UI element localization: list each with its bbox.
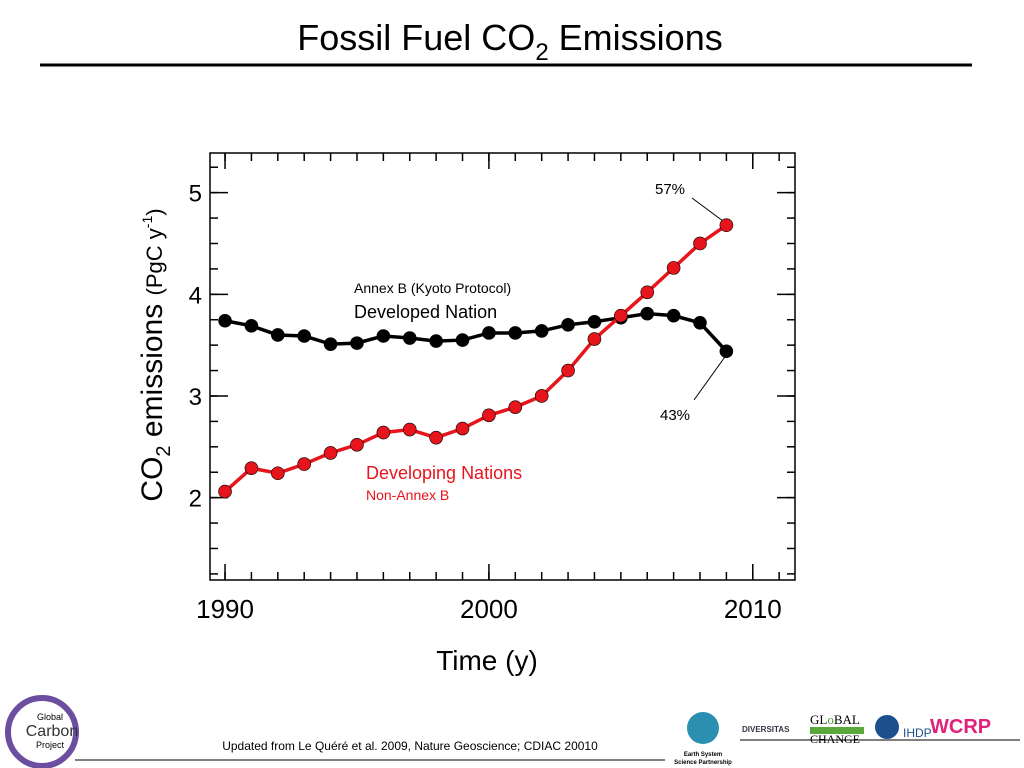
data-point bbox=[218, 484, 232, 499]
logo-text: Project bbox=[36, 740, 65, 750]
data-point bbox=[376, 425, 391, 440]
series-label: Developed Nation bbox=[354, 302, 497, 322]
ylabel-text: CO bbox=[136, 457, 169, 502]
data-point bbox=[587, 332, 602, 346]
data-point bbox=[534, 389, 549, 403]
data-point bbox=[271, 328, 285, 342]
x-tick-label: 2000 bbox=[460, 594, 518, 624]
logo-globe bbox=[687, 712, 719, 744]
y-tick-label: 2 bbox=[189, 486, 202, 513]
logo-text: Science Partnership bbox=[674, 760, 732, 766]
y-tick-label: 3 bbox=[189, 384, 202, 411]
data-point bbox=[297, 329, 312, 343]
data-point bbox=[640, 285, 655, 300]
title-sub: 2 bbox=[535, 39, 548, 66]
annotation: 57% bbox=[655, 181, 685, 198]
logo-part: GL bbox=[810, 712, 827, 727]
gcp-logo: Global Carbon Project bbox=[5, 695, 79, 768]
data-point bbox=[482, 326, 496, 340]
data-point bbox=[508, 400, 523, 414]
title-end: Emissions bbox=[549, 17, 723, 58]
data-point bbox=[719, 344, 734, 359]
x-tick-label: 1990 bbox=[196, 594, 254, 624]
y-axis-label: CO2 emissions (PgC y-1) bbox=[136, 208, 175, 501]
logo-text: Global bbox=[37, 712, 63, 722]
logo-text: Carbon bbox=[26, 723, 78, 740]
ylabel-mid: emissions bbox=[136, 295, 169, 445]
logo-text: IHDP bbox=[903, 726, 932, 740]
data-point bbox=[640, 306, 655, 321]
ylabel-sub: 2 bbox=[153, 445, 175, 456]
footer-source: Updated from Le Quéré et al. 2009, Natur… bbox=[222, 739, 598, 753]
data-point bbox=[666, 308, 681, 323]
data-point bbox=[297, 457, 312, 471]
data-point bbox=[218, 313, 232, 328]
series-line bbox=[223, 223, 728, 493]
title-text: Fossil Fuel CO bbox=[297, 17, 535, 58]
logo-text: CHANGE bbox=[810, 732, 860, 746]
essp-logo: Earth System Science Partnership bbox=[674, 712, 732, 766]
leader-line bbox=[693, 353, 728, 401]
data-point bbox=[719, 218, 734, 232]
data-point bbox=[402, 422, 417, 437]
data-point bbox=[482, 408, 496, 423]
ylabel-end: ) bbox=[142, 208, 167, 215]
logo-text: DIVERSITAS bbox=[742, 725, 790, 734]
x-tick-label: 2010 bbox=[724, 594, 782, 624]
data-point bbox=[376, 329, 391, 343]
data-point bbox=[561, 363, 575, 378]
data-point bbox=[666, 261, 681, 275]
logo-part: BAL bbox=[834, 712, 860, 727]
data-point bbox=[244, 319, 259, 333]
data-point bbox=[350, 437, 364, 452]
ylabel-sup: -1 bbox=[139, 216, 155, 229]
series-subtitle: Annex B (Kyoto Protocol) bbox=[354, 280, 511, 296]
data-point bbox=[693, 236, 707, 251]
series-label: Developing Nations bbox=[366, 463, 522, 483]
data-point bbox=[350, 336, 364, 350]
data-point bbox=[693, 315, 707, 330]
y-tick-label: 5 bbox=[189, 181, 202, 208]
data-point bbox=[561, 318, 575, 332]
data-point bbox=[429, 334, 443, 348]
data-point bbox=[402, 331, 417, 345]
logo-band bbox=[810, 727, 864, 734]
data-point bbox=[614, 308, 628, 323]
data-point bbox=[271, 466, 285, 481]
data-point bbox=[429, 430, 443, 445]
leader-line bbox=[691, 197, 728, 225]
data-point bbox=[455, 333, 470, 347]
data-point bbox=[508, 326, 523, 340]
igbp-logo: GLoBAL CHANGE bbox=[810, 712, 864, 746]
logo-globe bbox=[875, 715, 899, 739]
data-point bbox=[587, 314, 602, 329]
slide-title: Fossil Fuel CO2 Emissions bbox=[297, 17, 722, 66]
y-tick-label: 4 bbox=[189, 282, 202, 309]
plot-frame bbox=[209, 152, 796, 581]
data-point bbox=[534, 324, 549, 338]
data-point bbox=[455, 421, 470, 436]
logo-text: WCRP bbox=[930, 716, 991, 738]
series-subtitle: Non-Annex B bbox=[366, 487, 449, 503]
annotation: 43% bbox=[660, 407, 690, 424]
data-point bbox=[323, 337, 338, 351]
x-axis-label: Time (y) bbox=[436, 645, 538, 676]
data-point bbox=[323, 446, 338, 460]
ylabel-unit: (PgC y bbox=[142, 228, 167, 295]
data-point bbox=[244, 461, 259, 475]
logo-ring bbox=[5, 695, 79, 768]
logo-text: GLoBAL bbox=[810, 712, 860, 727]
logo-text: Earth System bbox=[684, 752, 722, 758]
